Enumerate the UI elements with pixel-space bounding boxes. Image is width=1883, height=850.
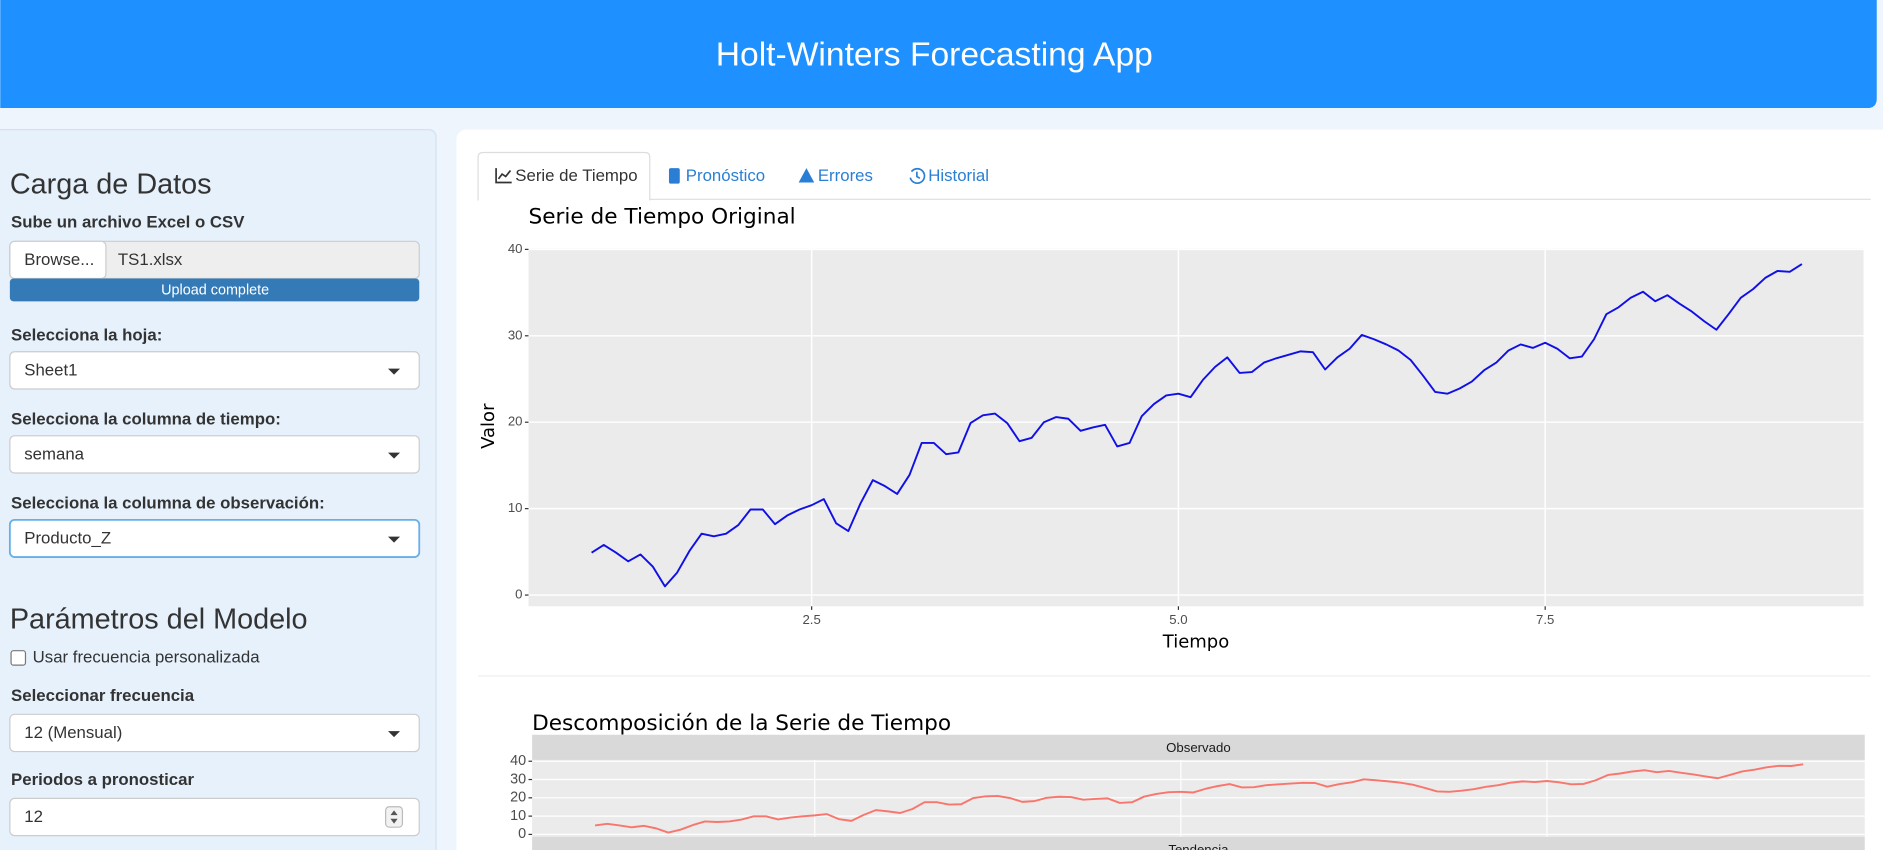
facet-label: Observado	[1166, 740, 1231, 755]
x-tick-label: 2.5	[802, 612, 820, 627]
tab[interactable]: Pronóstico	[668, 166, 765, 185]
decomposition-chart: Observado 0 10 20 30 40 Tendencia	[510, 734, 1865, 850]
time-select[interactable]: semana	[9, 435, 420, 474]
x-tick-label: 7.5	[1536, 612, 1554, 627]
y-tick-label: 10	[510, 808, 526, 824]
tab[interactable]: Historial	[909, 166, 989, 185]
icon-shape	[909, 167, 926, 184]
x-tick-label: 5.0	[1169, 612, 1187, 627]
time-series-chart: 0 10 20 30 40 2.5 5.0 7.5	[508, 241, 1864, 627]
sheet-select[interactable]: Sheet1	[9, 351, 420, 390]
checkbox-box	[10, 650, 27, 666]
plot-panel	[528, 248, 1864, 607]
field-label: Seleccionar frecuencia	[11, 686, 195, 705]
tab-icon	[909, 167, 926, 184]
y-tick-label: 40	[508, 241, 523, 256]
sidebar	[0, 129, 437, 850]
upload-status: Upload complete	[161, 282, 269, 298]
field-label: Periodos a pronosticar	[11, 770, 194, 789]
browse-label: Browse...	[24, 250, 94, 269]
icon-shape	[495, 168, 512, 184]
tab-icon	[798, 168, 815, 183]
file-name: TS1.xlsx	[118, 250, 183, 269]
chart-title: Descomposición de la Serie de Tiempo	[532, 711, 951, 736]
y-tick-label: 10	[508, 500, 523, 515]
observed-line	[594, 763, 1804, 834]
select-value: 12 (Mensual)	[24, 723, 122, 742]
field-label: Selecciona la columna de tiempo:	[11, 410, 281, 429]
tab-bar: Serie de Tiempo Pronóstico Errores Historia…	[477, 151, 989, 201]
select-box	[8, 518, 421, 558]
checkbox-label: Usar frecuencia personalizada	[33, 647, 261, 666]
periods-input[interactable]: 12	[9, 797, 420, 837]
y-tick-label: 0	[515, 587, 522, 602]
tab-label: Errores	[818, 166, 873, 185]
y-tick-label: 30	[510, 771, 526, 787]
y-tick-label: 20	[510, 790, 526, 806]
caret	[388, 452, 401, 459]
frequency-select[interactable]: 12 (Mensual)	[9, 713, 420, 753]
field-label: Selecciona la hoja:	[11, 326, 162, 345]
checkbox[interactable]: Usar frecuencia personalizada	[10, 647, 261, 666]
section-heading: Parámetros del Modelo	[10, 603, 308, 635]
series-line	[591, 263, 1803, 588]
tab-label: Historial	[928, 166, 989, 185]
select-value: Producto_Z	[24, 528, 111, 547]
caret	[388, 731, 401, 738]
field-label: Sube un archivo Excel o CSV	[11, 213, 245, 232]
number-box	[9, 797, 420, 837]
facet-label: Tendencia	[1168, 842, 1229, 850]
facet-strip	[532, 836, 1865, 850]
y-tick-label: 20	[508, 414, 523, 429]
app-title: Holt-Winters Forecasting App	[716, 36, 1153, 73]
tab-label: Pronóstico	[686, 166, 765, 185]
tab-icon	[495, 168, 512, 184]
header-bar	[0, 0, 1877, 109]
icon-shape	[668, 168, 680, 184]
y-axis-title: Valor	[478, 403, 499, 449]
tab-label: Serie de Tiempo	[515, 166, 637, 185]
spinner[interactable]	[385, 806, 404, 828]
section-heading: Carga de Datos	[10, 169, 212, 201]
select-box	[9, 351, 420, 390]
tab[interactable]: Serie de Tiempo	[477, 151, 651, 201]
tab-outline	[477, 151, 651, 201]
icon-shape	[798, 168, 815, 183]
y-tick-label: 30	[508, 327, 523, 342]
field-label: Selecciona la columna de observación:	[11, 494, 325, 513]
select-value: Sheet1	[24, 360, 77, 379]
y-tick-label: 0	[518, 826, 526, 842]
tab-icon	[668, 168, 680, 184]
select-box	[9, 713, 420, 753]
file-input[interactable]: Browse... TS1.xlsx	[9, 240, 420, 280]
progress-bar	[9, 278, 420, 302]
tab[interactable]: Errores	[798, 166, 873, 185]
select-value: semana	[24, 444, 84, 463]
select-box	[9, 435, 420, 474]
caret	[388, 368, 401, 375]
caret	[388, 536, 401, 543]
spinner-arrows	[390, 810, 398, 824]
number-value: 12	[24, 807, 43, 826]
x-axis-title: Tiempo	[1162, 631, 1230, 652]
y-tick-label: 40	[510, 753, 526, 769]
facet-strip	[532, 734, 1865, 760]
observation-select[interactable]: Producto_Z	[8, 518, 421, 558]
chart-title: Serie de Tiempo Original	[529, 204, 796, 229]
